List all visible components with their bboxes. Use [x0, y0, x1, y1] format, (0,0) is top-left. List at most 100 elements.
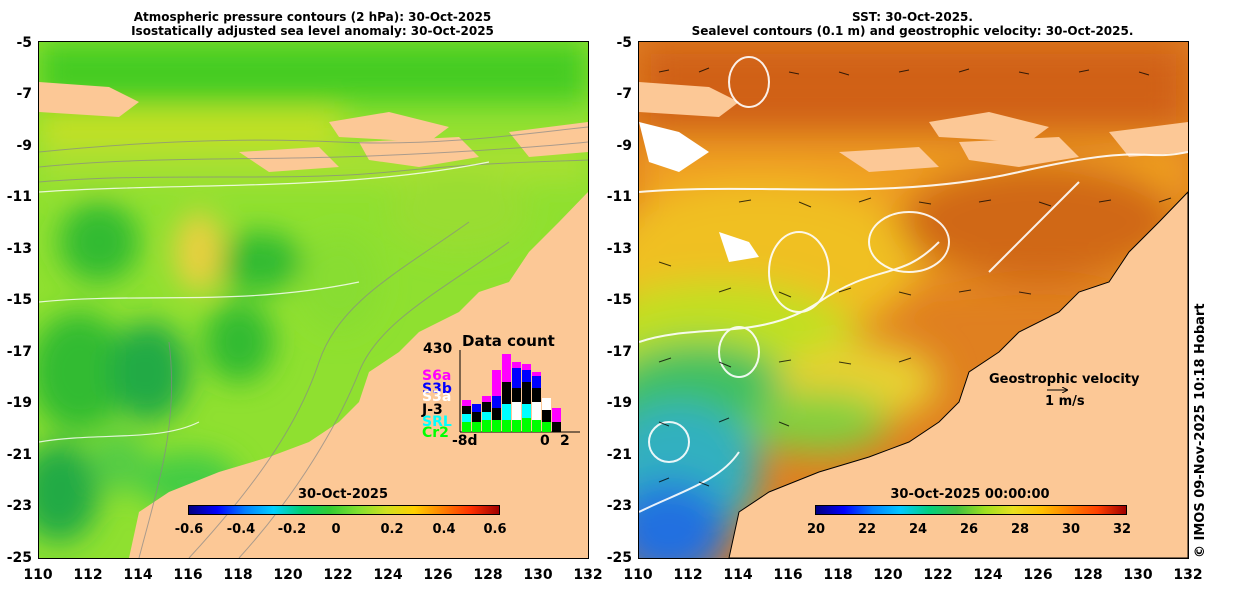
- bar-2: [472, 404, 481, 432]
- left-y-tick-8: -21: [6, 447, 32, 463]
- bar-5: [502, 354, 511, 432]
- sat-j3: J-3: [422, 402, 443, 418]
- velocity-arrows: [658, 67, 1172, 487]
- left-title-line1: Atmospheric pressure contours (2 hPa): 3…: [133, 10, 492, 24]
- right-y-tick-8: -21: [606, 447, 632, 463]
- right-y-tick-1: -7: [616, 86, 632, 102]
- left-cb-tick-2: -0.2: [277, 522, 307, 537]
- sat-s6a: S6a: [422, 368, 452, 384]
- right-cb-tick-3: 26: [959, 522, 979, 537]
- left-x-tick-8: 126: [423, 567, 453, 583]
- left-title-line2: Isostatically adjusted sea level anomaly…: [131, 24, 494, 38]
- right-cb-tick-2: 24: [908, 522, 928, 537]
- sat-cr2: Cr2: [422, 425, 449, 441]
- left-y-tick-10: -25: [6, 550, 32, 566]
- left-y-tick-4: -13: [6, 241, 32, 257]
- right-colorbar-title: 30-Oct-2025 00:00:00: [890, 487, 1050, 502]
- right-x-tick-9: 128: [1073, 567, 1103, 583]
- left-x-tick-7: 124: [373, 567, 403, 583]
- right-y-tick-3: -11: [606, 189, 632, 205]
- velocity-legend-title: Geostrophic velocity: [989, 372, 1140, 387]
- left-y-tick-0: -5: [16, 35, 32, 51]
- sla-map: [38, 41, 589, 559]
- left-y-tick-3: -11: [6, 189, 32, 205]
- left-x-tick-5: 120: [273, 567, 303, 583]
- left-y-tick-6: -17: [6, 344, 32, 360]
- bar-7: [522, 364, 531, 432]
- left-x-tick-2: 114: [123, 567, 153, 583]
- left-x-tick-1: 112: [73, 567, 103, 583]
- right-x-tick-3: 116: [773, 567, 803, 583]
- right-x-tick-7: 124: [973, 567, 1003, 583]
- velocity-legend-scale: 1 m/s: [1045, 394, 1085, 409]
- left-cb-tick-5: 0.4: [432, 522, 456, 537]
- sst-map-canvas: [639, 42, 1188, 558]
- left-cb-tick-0: -0.6: [174, 522, 204, 537]
- left-x-tick-0: 110: [23, 567, 53, 583]
- left-cb-tick-3: 0: [331, 522, 341, 537]
- left-y-tick-5: -15: [6, 292, 32, 308]
- right-x-tick-1: 112: [673, 567, 703, 583]
- right-x-tick-11: 132: [1173, 567, 1203, 583]
- left-y-tick-2: -9: [16, 138, 32, 154]
- right-x-tick-4: 118: [823, 567, 853, 583]
- data-count-x-2: 2: [560, 433, 570, 449]
- right-y-tick-0: -5: [616, 35, 632, 51]
- data-count-x-0: 0: [540, 433, 550, 449]
- right-x-tick-0: 110: [623, 567, 653, 583]
- left-cb-tick-1: -0.4: [226, 522, 256, 537]
- left-colorbar-title: 30-Oct-2025: [297, 487, 389, 502]
- left-x-tick-10: 130: [523, 567, 553, 583]
- bar-10: [552, 408, 561, 432]
- right-cb-tick-5: 30: [1061, 522, 1081, 537]
- sat-s3a: S3a: [422, 389, 452, 405]
- right-y-tick-9: -23: [606, 498, 632, 514]
- imos-credit: © IMOS 09-Nov-2025 10:18 Hobart: [1193, 303, 1208, 558]
- right-cb-tick-4: 28: [1010, 522, 1030, 537]
- right-colorbar: [815, 505, 1127, 515]
- right-x-tick-10: 130: [1123, 567, 1153, 583]
- left-x-tick-9: 128: [473, 567, 503, 583]
- left-x-tick-3: 116: [173, 567, 203, 583]
- data-count-bars: [459, 350, 580, 433]
- right-title-line1: SST: 30-Oct-2025.: [852, 10, 973, 24]
- left-x-tick-11: 132: [573, 567, 603, 583]
- sla-map-canvas: [39, 42, 588, 558]
- sat-s3b: S3b: [422, 381, 452, 397]
- data-count-title: Data count: [462, 332, 555, 350]
- left-y-tick-7: -19: [6, 395, 32, 411]
- right-title-line2: Sealevel contours (0.1 m) and geostrophi…: [691, 24, 1134, 38]
- right-y-tick-2: -9: [616, 138, 632, 154]
- sst-map: Geostrophic velocity 1 m/s: [638, 41, 1189, 559]
- right-y-tick-4: -13: [606, 241, 632, 257]
- bar-8: [532, 372, 541, 432]
- left-y-tick-1: -7: [16, 86, 32, 102]
- left-colorbar: [188, 505, 500, 515]
- left-y-tick-9: -23: [6, 498, 32, 514]
- left-cb-tick-4: 0.2: [380, 522, 404, 537]
- right-title: SST: 30-Oct-2025. Sealevel contours (0.1…: [640, 10, 1185, 38]
- right-x-tick-8: 126: [1023, 567, 1053, 583]
- right-x-tick-5: 120: [873, 567, 903, 583]
- bar-3: [482, 396, 491, 432]
- data-count-inset: Data count 430 S6a S3b S3a J-3 SRL Cr2 -…: [420, 332, 585, 450]
- bar-9: [542, 398, 551, 432]
- left-cb-tick-6: 0.6: [483, 522, 507, 537]
- data-count-max: 430: [423, 341, 453, 357]
- right-y-tick-6: -17: [606, 344, 632, 360]
- right-cb-tick-0: 20: [806, 522, 826, 537]
- right-cb-tick-6: 32: [1112, 522, 1132, 537]
- bar-1: [462, 400, 471, 432]
- left-x-tick-6: 122: [323, 567, 353, 583]
- left-title: Atmospheric pressure contours (2 hPa): 3…: [40, 10, 585, 38]
- right-x-tick-2: 114: [723, 567, 753, 583]
- sat-srl: SRL: [422, 414, 452, 430]
- left-x-tick-4: 118: [223, 567, 253, 583]
- right-cb-tick-1: 22: [857, 522, 877, 537]
- right-x-tick-6: 122: [923, 567, 953, 583]
- data-count-x-start: -8d: [452, 433, 478, 449]
- bar-4: [492, 370, 501, 432]
- bar-6: [512, 362, 521, 432]
- right-y-tick-7: -19: [606, 395, 632, 411]
- right-y-tick-5: -15: [606, 292, 632, 308]
